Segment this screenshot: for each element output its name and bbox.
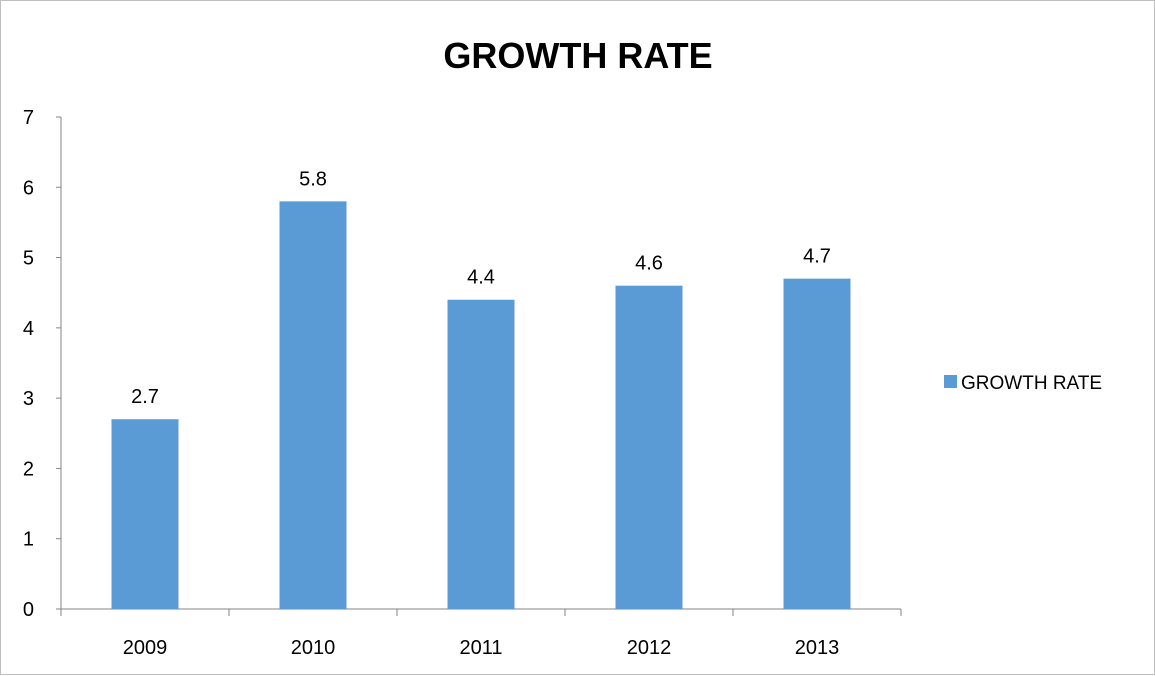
y-tick-label: 3 — [23, 388, 34, 410]
legend-label: GROWTH RATE — [961, 373, 1102, 394]
bar-2013 — [783, 278, 851, 609]
legend: GROWTH RATE — [944, 373, 1102, 394]
data-label-2010: 5.8 — [299, 168, 327, 190]
bars — [111, 201, 851, 610]
bar-2010 — [279, 201, 347, 610]
chart-title: GROWTH RATE — [443, 35, 712, 76]
y-tick-label: 0 — [23, 599, 34, 621]
y-tick-label: 6 — [23, 177, 34, 199]
x-tick-label: 2012 — [627, 637, 672, 659]
x-tick-label: 2009 — [123, 637, 168, 659]
x-tick-label: 2010 — [291, 637, 336, 659]
data-label-2011: 4.4 — [467, 267, 495, 289]
x-tick-label: 2013 — [795, 637, 840, 659]
legend-swatch — [944, 375, 957, 388]
y-tick-label: 4 — [23, 318, 34, 340]
y-tick-label: 7 — [23, 107, 34, 129]
y-tick-label: 1 — [23, 529, 34, 551]
bar-2011 — [447, 299, 515, 609]
axes: 0 1 2 3 4 5 6 7 2009 2010 2011 2012 2013 — [23, 107, 902, 659]
data-labels: 2.7 5.8 4.4 4.6 4.7 — [131, 168, 831, 408]
x-tick-label: 2011 — [459, 637, 502, 659]
y-tick-label: 2 — [23, 458, 34, 480]
bar-2012 — [615, 285, 683, 609]
data-label-2009: 2.7 — [131, 386, 159, 408]
data-label-2012: 4.6 — [635, 253, 663, 275]
bar-2009 — [111, 419, 179, 609]
data-label-2013: 4.7 — [803, 246, 831, 268]
y-tick-label: 5 — [23, 248, 34, 270]
